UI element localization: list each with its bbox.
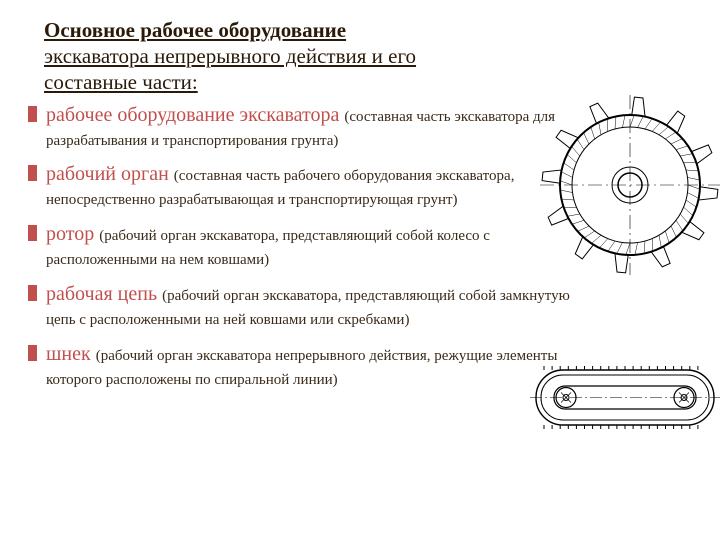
term-text: рабочий орган bbox=[46, 163, 174, 185]
heading-main: Основное рабочее оборудование bbox=[44, 18, 346, 42]
list-item: ротор (рабочий орган экскаватора, предст… bbox=[22, 221, 582, 271]
list-item: рабочая цепь (рабочий орган экскаватора,… bbox=[22, 281, 582, 331]
chain-drawing-icon bbox=[530, 360, 720, 435]
definitions-list: рабочее оборудование экскаватора (состав… bbox=[22, 102, 582, 392]
definition-text: (рабочий орган экскаватора непрерывного … bbox=[46, 348, 557, 388]
list-item: рабочее оборудование экскаватора (состав… bbox=[22, 102, 582, 152]
definition-text: (рабочий орган экскаватора, представляющ… bbox=[46, 228, 490, 268]
rotor-figure bbox=[535, 90, 720, 280]
rotor-drawing-icon bbox=[535, 90, 720, 280]
heading-sub-line-2: составные части: bbox=[44, 70, 198, 94]
chain-figure bbox=[530, 360, 720, 435]
heading-block: Основное рабочее оборудование экскаватор… bbox=[44, 18, 582, 96]
text-column: Основное рабочее оборудование экскаватор… bbox=[22, 18, 582, 401]
term-text: рабочая цепь bbox=[46, 283, 162, 305]
heading-sub-line-1: экскаватора непрерывного действия и его bbox=[44, 44, 416, 68]
term-text: рабочее оборудование экскаватора bbox=[46, 104, 344, 126]
list-item: шнек (рабочий орган экскаватора непрерыв… bbox=[22, 341, 582, 391]
term-text: шнек bbox=[46, 343, 96, 365]
list-item: рабочий орган (составная часть рабочего … bbox=[22, 161, 582, 211]
term-text: ротор bbox=[46, 223, 99, 245]
